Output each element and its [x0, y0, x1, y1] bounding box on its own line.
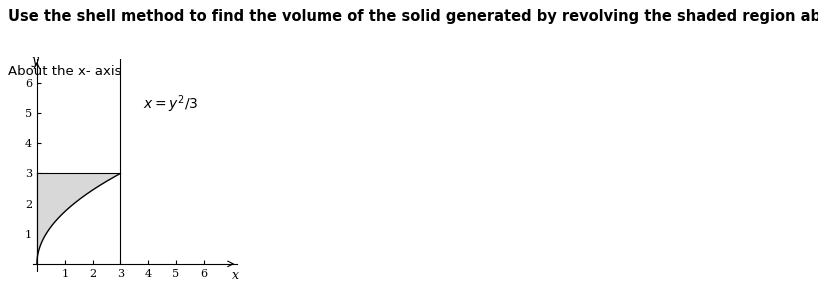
Text: x: x	[232, 269, 240, 282]
Polygon shape	[37, 173, 120, 264]
Text: $x = y^2/3$: $x = y^2/3$	[142, 94, 198, 115]
Text: About the x- axis: About the x- axis	[8, 65, 122, 78]
Text: Use the shell method to find the volume of the solid generated by revolving the : Use the shell method to find the volume …	[8, 9, 818, 24]
Text: y: y	[31, 54, 38, 67]
